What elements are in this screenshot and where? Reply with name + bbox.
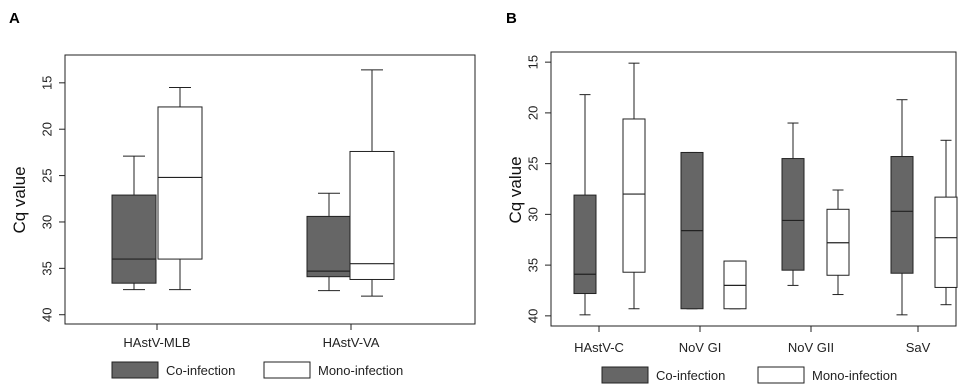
- box-body: [622, 118, 646, 273]
- legend-swatch-mono-infection: [757, 366, 805, 384]
- y-tick-label: 25: [525, 156, 540, 170]
- box-body: [781, 158, 805, 271]
- y-tick-label: 30: [525, 207, 540, 221]
- x-category-label: HAstV-MLB: [123, 335, 190, 350]
- panel-a-ylabel: Cq value: [10, 166, 29, 233]
- legend-label-co-infection: Co-infection: [166, 363, 235, 378]
- box-body: [349, 150, 395, 280]
- panel-a-plot-frame: [64, 54, 476, 325]
- y-tick-label: 15: [525, 55, 540, 69]
- panel-a-legend: Co-infection Mono-infection: [111, 361, 403, 379]
- y-tick-label: 35: [39, 261, 54, 275]
- panel-b-plot-frame: [550, 51, 957, 327]
- box-mono-infection-hastv-c: [622, 62, 646, 310]
- box-co-infection-hastv-mlb: [111, 155, 157, 291]
- box-co-infection-hastv-va: [306, 192, 352, 292]
- legend-swatch-mono-infection: [263, 361, 311, 379]
- box-body: [573, 194, 597, 295]
- box-mono-infection-nov-gi: [723, 260, 747, 310]
- legend-swatch-co-infection: [601, 366, 649, 384]
- y-tick-label: 25: [39, 168, 54, 182]
- box-body: [111, 194, 157, 284]
- panel-b-label: B: [506, 10, 517, 27]
- x-category-label: HAstV-VA: [323, 335, 380, 350]
- legend-label-co-infection: Co-infection: [656, 368, 725, 383]
- x-category-label: NoV GI: [679, 340, 722, 355]
- panel-a-categories: HAstV-MLB HAstV-VA: [123, 324, 380, 350]
- panel-b-y-axis: 15 20 25 30 35 40: [525, 55, 551, 323]
- y-tick-label: 35: [525, 258, 540, 272]
- panel-a-label: A: [9, 10, 20, 27]
- y-tick-label: 20: [525, 106, 540, 120]
- panel-a: A Cq value 15 20 25 30 35 40 HAstV-MLB HAstV-V…: [9, 10, 476, 379]
- box-body: [157, 106, 203, 260]
- box-co-infection-sav: [890, 99, 914, 316]
- box-co-infection-nov-gii: [781, 122, 805, 286]
- x-category-label: NoV GII: [788, 340, 834, 355]
- legend-swatch-co-infection: [111, 361, 159, 379]
- panel-b-boxes: [573, 62, 958, 316]
- box-co-infection-nov-gi: [680, 151, 704, 310]
- panel-b-legend: Co-infection Mono-infection: [601, 366, 897, 384]
- x-category-label: SaV: [906, 340, 931, 355]
- box-body: [934, 196, 958, 288]
- legend-label-mono-infection: Mono-infection: [812, 368, 897, 383]
- legend-label-mono-infection: Mono-infection: [318, 363, 403, 378]
- box-mono-infection-nov-gii: [826, 189, 850, 296]
- panel-a-y-axis: 15 20 25 30 35 40: [39, 76, 65, 322]
- x-category-label: HAstV-C: [574, 340, 624, 355]
- box-body: [306, 215, 352, 278]
- panel-b: B Cq value 15 20 25 30 35 40 HAstV-C NoV GI NoV…: [506, 10, 958, 384]
- panel-b-ylabel: Cq value: [506, 156, 525, 223]
- box-mono-infection-sav: [934, 139, 958, 306]
- panel-a-boxes: [111, 69, 395, 297]
- y-tick-label: 40: [525, 309, 540, 323]
- y-tick-label: 15: [39, 76, 54, 90]
- box-body: [890, 156, 914, 274]
- y-tick-label: 30: [39, 215, 54, 229]
- y-tick-label: 40: [39, 307, 54, 321]
- box-mono-infection-hastv-mlb: [157, 86, 203, 291]
- panel-b-categories: HAstV-C NoV GI NoV GII SaV: [574, 326, 931, 355]
- box-mono-infection-hastv-va: [349, 69, 395, 297]
- y-tick-label: 20: [39, 122, 54, 136]
- box-co-infection-hastv-c: [573, 94, 597, 316]
